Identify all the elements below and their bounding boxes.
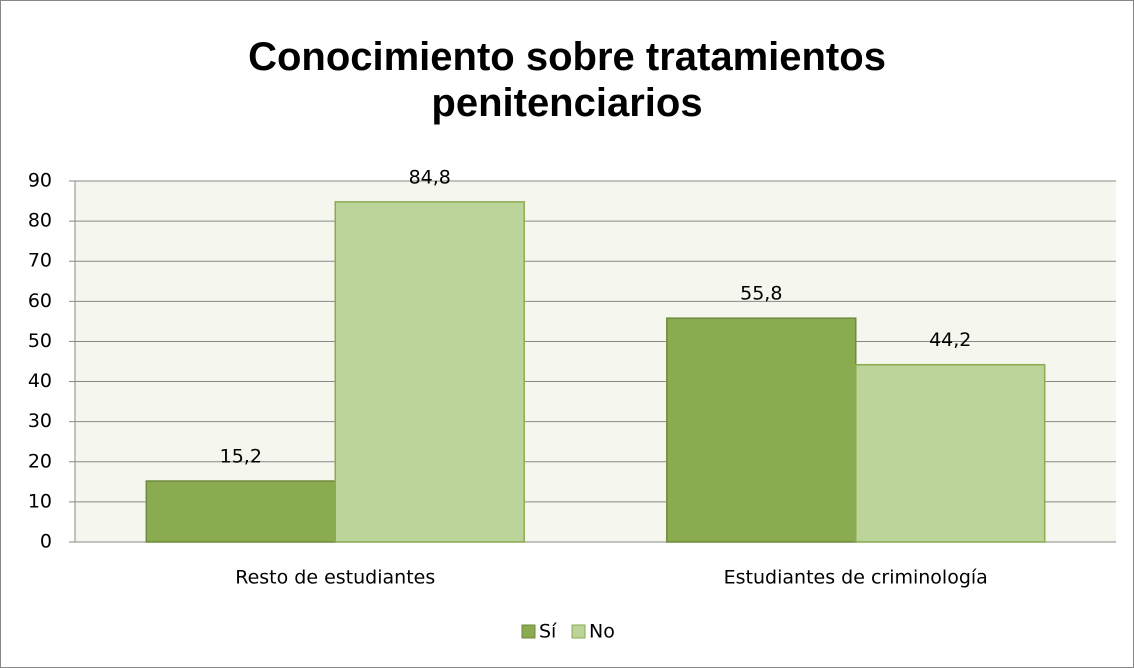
y-tick-label: 50 [28,330,52,352]
y-tick-label: 70 [28,250,52,272]
y-tick-label: 40 [28,370,52,392]
value-label: 55,8 [740,283,782,305]
y-tick-label: 90 [28,170,52,192]
chart-title: Conocimiento sobre tratamientos penitenc… [248,35,886,125]
value-label: 84,8 [409,166,451,188]
y-tick-label: 10 [28,490,52,512]
legend-label: No [589,621,615,643]
y-tick-label: 30 [28,410,52,432]
y-tick-label: 20 [28,450,52,472]
bar [334,201,525,543]
y-tick-label: 0 [40,531,52,553]
bar [855,363,1046,543]
value-label: 44,2 [929,329,971,351]
x-tick-label: Resto de estudiantes [235,567,435,589]
bar [145,480,336,543]
x-tick-label: Estudiantes de criminología [724,567,988,589]
legend-swatch [521,624,536,639]
y-tick-label: 80 [28,210,52,232]
value-label: 15,2 [220,446,262,468]
legend-swatch [571,624,586,639]
bar [666,317,857,543]
legend-label: Sí [539,621,557,643]
y-tick-label: 60 [28,290,52,312]
